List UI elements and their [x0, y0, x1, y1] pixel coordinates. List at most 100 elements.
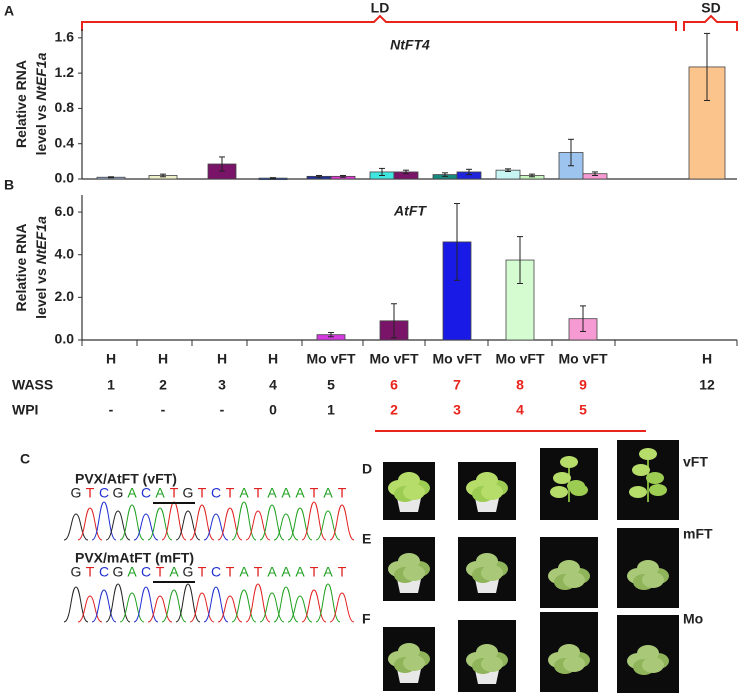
base: A	[127, 564, 137, 580]
peak	[259, 504, 285, 541]
photo	[383, 537, 435, 601]
leaf	[398, 553, 420, 569]
error-bar	[328, 332, 334, 338]
row-value: 0	[269, 402, 277, 418]
y-tick-label: 1.6	[55, 29, 75, 45]
photo	[617, 440, 679, 520]
base: T	[254, 564, 263, 580]
sequence-label: PVX/AtFT (vFT)	[75, 471, 177, 487]
sequence-label: PVX/mAtFT (mFT)	[75, 550, 194, 566]
x-tick-label: Mo vFT	[559, 351, 608, 367]
row-value: 6	[390, 377, 398, 393]
y-tick-label: 0.4	[55, 134, 75, 150]
peak	[329, 504, 355, 541]
base: A	[239, 485, 249, 501]
error-bar	[391, 303, 397, 339]
row-value: 1	[327, 402, 335, 418]
photo	[383, 462, 435, 520]
peak	[315, 583, 341, 623]
photo	[540, 448, 598, 520]
y-tick-label: 0.0	[55, 331, 75, 347]
y-tick-label: 6.0	[55, 203, 75, 219]
peak	[119, 504, 145, 541]
row-value: 4	[516, 402, 524, 418]
peak	[161, 501, 187, 541]
base: T	[254, 485, 263, 501]
base: T	[86, 485, 95, 501]
leaf	[476, 472, 498, 488]
peak	[203, 513, 229, 541]
peak	[147, 595, 173, 623]
y-axis-label: level vs NtEF1a	[33, 52, 49, 155]
base: C	[99, 485, 109, 501]
photo	[617, 615, 679, 693]
peak	[189, 504, 215, 541]
x-tick-label: Mo vFT	[433, 351, 482, 367]
row-value: 1	[107, 377, 115, 393]
bracket	[81, 14, 677, 31]
row-value: -	[109, 402, 114, 418]
peak	[301, 501, 327, 541]
base: A	[239, 564, 249, 580]
base: C	[211, 485, 221, 501]
x-tick-label: Mo vFT	[307, 351, 356, 367]
error-bar	[340, 174, 346, 178]
error-bar	[580, 305, 586, 332]
base: G	[71, 564, 82, 580]
row-value: -	[220, 402, 225, 418]
leaf	[637, 645, 659, 661]
row-value: 3	[453, 402, 461, 418]
leaf	[558, 560, 580, 576]
leaf	[560, 456, 578, 468]
peak	[273, 513, 299, 541]
leaf	[563, 656, 585, 672]
peak	[273, 586, 299, 623]
row-value: 2	[390, 402, 398, 418]
error-bar	[454, 203, 460, 281]
leaf	[637, 560, 659, 576]
y-tick-label: 0.8	[55, 99, 75, 115]
panel-letter: F	[362, 611, 371, 627]
x-tick-label: H	[158, 351, 168, 367]
base: G	[183, 485, 194, 501]
error-bar	[403, 169, 409, 175]
chart-title: NtFT4	[390, 37, 430, 53]
peak	[245, 510, 271, 541]
error-bar	[219, 156, 225, 172]
peak	[175, 583, 201, 623]
error-bar	[466, 168, 472, 176]
peak	[231, 589, 257, 623]
leaf	[398, 643, 420, 659]
bracket-label: SD	[701, 0, 720, 16]
peak	[259, 592, 285, 623]
peak	[217, 595, 243, 623]
row-value: 5	[579, 402, 587, 418]
leaf	[553, 472, 571, 484]
y-axis-label: level vs NtEF1a	[33, 216, 49, 319]
panel-letter: A	[4, 3, 14, 19]
base: G	[71, 485, 82, 501]
photo	[383, 627, 435, 691]
base: A	[323, 564, 333, 580]
base: G	[113, 485, 124, 501]
panel-letter: C	[20, 451, 30, 467]
row-value: 8	[516, 377, 524, 393]
base: T	[226, 564, 235, 580]
peak	[231, 501, 257, 541]
error-bar	[270, 177, 276, 180]
peak	[133, 513, 159, 541]
base: A	[323, 485, 333, 501]
peak	[301, 589, 327, 623]
leaf	[642, 572, 664, 588]
photo	[617, 528, 679, 608]
leaf	[481, 565, 503, 581]
leaf	[398, 472, 420, 488]
panel-letter: D	[362, 461, 372, 477]
peak	[161, 589, 187, 623]
peak	[287, 595, 313, 623]
leaf	[649, 484, 667, 496]
x-tick-label: H	[268, 351, 278, 367]
chart-title: AtFT	[393, 203, 427, 219]
y-tick-label: 0.0	[55, 170, 75, 186]
